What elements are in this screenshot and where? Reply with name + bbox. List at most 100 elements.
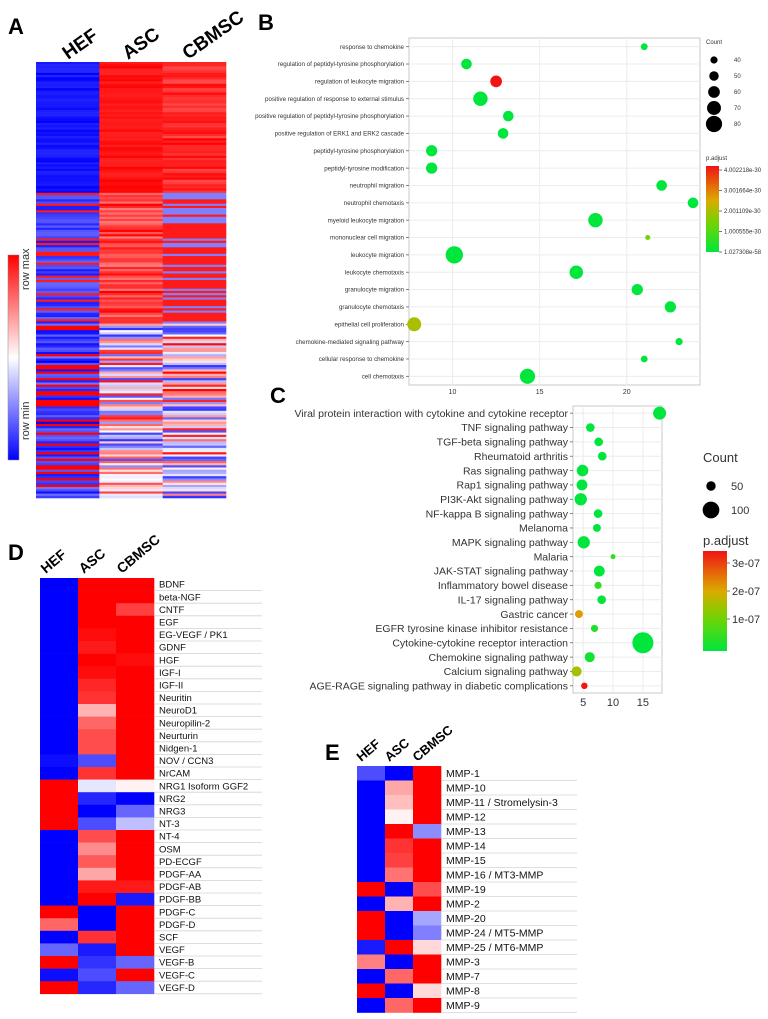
heatmap-cell xyxy=(162,338,227,342)
heatmap-cell xyxy=(99,423,163,427)
heatmap-cell xyxy=(99,266,163,270)
heatmap-cell xyxy=(162,277,227,281)
heatmap-cell xyxy=(99,125,163,128)
heatmap-cell xyxy=(385,983,414,999)
heatmap-cell xyxy=(99,203,163,207)
heatmap-cell xyxy=(162,269,227,272)
heatmap-cell xyxy=(36,225,100,228)
y-category-label: Ras signaling pathway xyxy=(463,465,569,477)
heatmap-cell xyxy=(162,123,227,126)
heatmap-cell xyxy=(40,817,79,831)
heatmap-cell xyxy=(162,336,227,340)
heatmap-cell xyxy=(99,391,163,394)
heatmap-cell xyxy=(78,855,117,869)
heatmap-cell xyxy=(36,482,100,486)
heatmap-cell xyxy=(36,371,100,375)
y-category-label: Rheumatoid arthritis xyxy=(474,451,568,463)
heatmap-cell xyxy=(99,127,163,130)
heatmap-cell xyxy=(99,303,163,307)
heatmap-cell xyxy=(99,142,163,146)
heatmap-cell xyxy=(162,373,227,377)
heatmap-cell xyxy=(385,998,414,1013)
y-category-label: regulation of leukocyte migration xyxy=(315,79,405,86)
heatmap-cell xyxy=(36,380,100,383)
heatmap-cell xyxy=(162,194,227,198)
heatmap-cell xyxy=(162,79,227,82)
heatmap-cell xyxy=(99,480,163,484)
heatmap-cell xyxy=(357,882,386,897)
heatmap-cell xyxy=(162,389,227,392)
y-category-label: EGFR tyrosine kinase inhibitor resistanc… xyxy=(375,623,568,635)
heatmap-cell xyxy=(99,434,163,438)
heatmap-cell xyxy=(36,242,100,246)
heatmap-cell xyxy=(162,456,227,460)
heatmap-cell xyxy=(36,227,100,231)
heatmap-cell xyxy=(36,138,100,141)
heatmap-row-label: beta-NGF xyxy=(159,592,201,603)
heatmap-cell xyxy=(99,123,163,126)
heatmap-cell xyxy=(99,347,163,351)
heatmap-cell xyxy=(162,247,227,250)
heatmap-cell xyxy=(162,365,227,368)
heatmap-cell xyxy=(36,260,100,263)
heatmap-cell xyxy=(78,956,117,969)
heatmap-cell xyxy=(36,162,100,165)
heatmap-cell xyxy=(162,332,227,335)
data-point xyxy=(632,632,654,654)
heatmap-cell xyxy=(162,436,227,440)
y-category-label: Calcium signaling pathway xyxy=(444,666,569,678)
heatmap-cell xyxy=(413,954,442,970)
b-plot-area xyxy=(408,37,701,386)
heatmap-cell xyxy=(357,954,386,970)
heatmap-cell xyxy=(162,286,227,290)
heatmap-cell xyxy=(357,896,386,912)
heatmap-cell xyxy=(36,109,100,113)
heatmap-cell xyxy=(36,338,100,342)
heatmap-cell xyxy=(162,452,227,455)
heatmap-cell xyxy=(36,330,100,333)
heatmap-cell xyxy=(36,436,100,440)
heatmap-cell xyxy=(36,467,100,470)
heatmap-cell xyxy=(413,824,442,839)
legend-size-label: 60 xyxy=(734,90,741,96)
heatmap-cell xyxy=(162,347,227,351)
heatmap-row-label: MMP-2 xyxy=(446,899,480,911)
heatmap-cell xyxy=(36,445,100,449)
legend-color-label: 2.001109e-30 xyxy=(724,209,761,215)
heatmap-cell xyxy=(36,391,100,394)
heatmap-cell xyxy=(99,380,163,383)
heatmap-cell xyxy=(99,168,163,172)
heatmap-column-header: ASC xyxy=(75,545,108,576)
heatmap-cell xyxy=(36,184,100,187)
heatmap-cell xyxy=(36,373,100,377)
heatmap-cell xyxy=(36,157,100,161)
heatmap-cell xyxy=(162,375,227,379)
heatmap-cell xyxy=(78,830,117,843)
heatmap-row-label: MMP-12 xyxy=(446,812,486,824)
heatmap-cell xyxy=(162,419,227,422)
heatmap-row-label: MMP-3 xyxy=(446,957,480,969)
heatmap-cell xyxy=(116,930,155,944)
heatmap-row-label: MMP-20 xyxy=(446,913,486,925)
heatmap-cell xyxy=(385,925,414,941)
heatmap-cell xyxy=(36,478,100,481)
heatmap-cell xyxy=(162,81,227,85)
heatmap-cell xyxy=(116,653,155,667)
heatmap-cell xyxy=(99,338,163,342)
heatmap-cell xyxy=(99,194,163,198)
heatmap-cell xyxy=(162,166,227,170)
legend-size-key xyxy=(708,86,720,98)
heatmap-cell xyxy=(36,323,100,327)
heatmap-cell xyxy=(116,666,155,680)
heatmap-cell xyxy=(99,133,163,137)
heatmap-cell xyxy=(99,232,163,235)
heatmap-cell xyxy=(99,297,163,300)
heatmap-cell xyxy=(162,426,227,429)
heatmap-cell xyxy=(78,905,117,919)
heatmap-cell xyxy=(99,321,163,324)
heatmap-cell xyxy=(99,323,163,327)
heatmap-cell xyxy=(36,343,100,346)
heatmap-cell xyxy=(36,351,100,355)
heatmap-cell xyxy=(36,476,100,479)
heatmap-cell xyxy=(36,447,100,451)
